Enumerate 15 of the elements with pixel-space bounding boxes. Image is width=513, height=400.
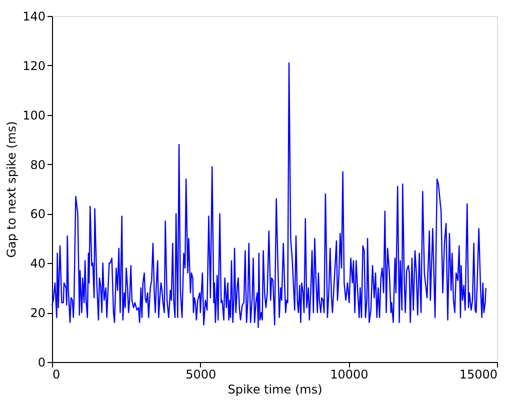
- y-tick-label: 20: [30, 306, 46, 320]
- y-tick-label: 60: [30, 207, 46, 222]
- x-tick-label: 5000: [186, 368, 216, 382]
- y-axis-title: Gap to next spike (ms): [4, 121, 19, 258]
- y-tick-label: 0: [38, 356, 46, 370]
- y-tick-label: 40: [30, 256, 46, 271]
- y-tick-label: 120: [22, 58, 46, 73]
- x-tick-label: 10000: [330, 368, 368, 382]
- y-tick-label: 80: [30, 158, 46, 172]
- y-tick-label: 140: [22, 10, 46, 24]
- y-tick-label: 100: [22, 108, 46, 122]
- x-tick-label: 0: [52, 368, 60, 382]
- x-tick-label: 15000: [459, 368, 498, 382]
- line-series: [51, 62, 486, 328]
- x-axis-title: Spike time (ms): [228, 382, 322, 396]
